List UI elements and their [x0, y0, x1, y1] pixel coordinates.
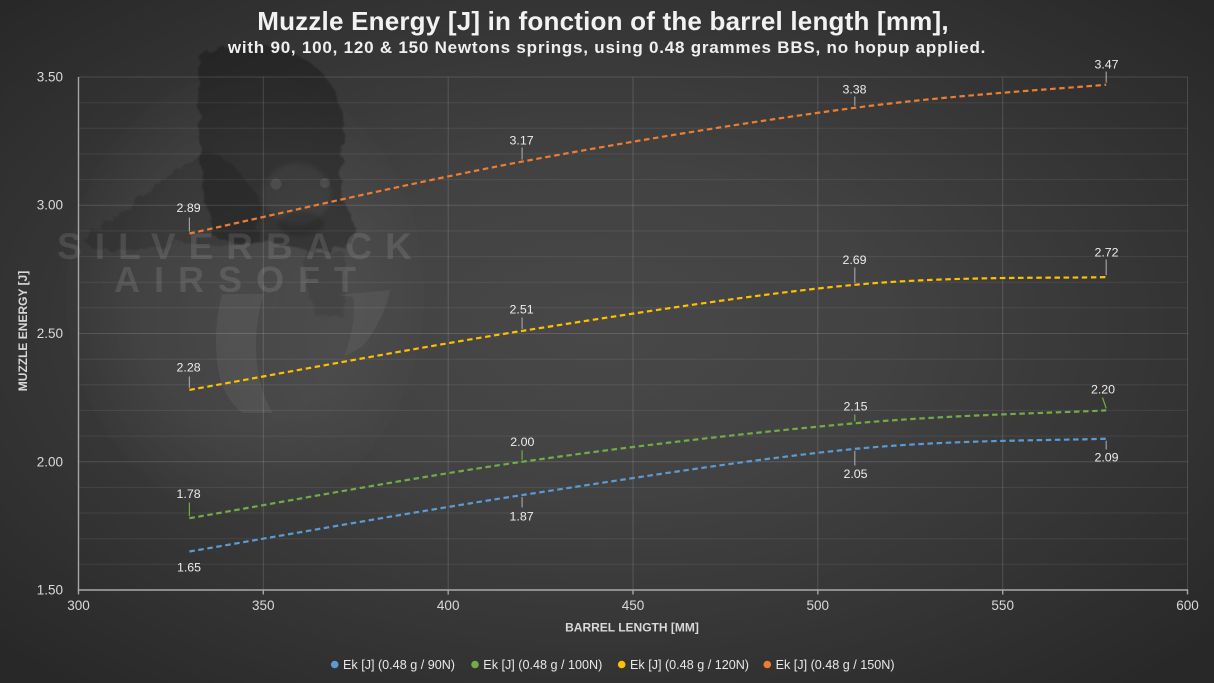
svg-text:400: 400 [437, 598, 460, 613]
svg-text:SILVERBACK: SILVERBACK [57, 226, 425, 267]
svg-text:1.87: 1.87 [510, 510, 534, 524]
svg-text:3.47: 3.47 [1094, 58, 1118, 72]
svg-text:2.00: 2.00 [37, 454, 63, 469]
svg-text:2.15: 2.15 [843, 400, 867, 414]
svg-text:BARREL LENGTH [MM]: BARREL LENGTH [MM] [565, 621, 699, 635]
svg-text:350: 350 [252, 598, 275, 613]
svg-text:AIRSOFT: AIRSOFT [114, 259, 370, 300]
svg-text:2.51: 2.51 [510, 303, 534, 317]
svg-text:2.05: 2.05 [843, 467, 867, 481]
svg-text:1.65: 1.65 [177, 561, 201, 575]
svg-text:450: 450 [622, 598, 645, 613]
svg-text:2.69: 2.69 [842, 253, 866, 267]
svg-text:Ek [J] (0.48 g / 120N): Ek [J] (0.48 g / 120N) [630, 658, 749, 672]
svg-text:3.17: 3.17 [510, 134, 534, 148]
svg-text:MUZZLE ENERGY [J]: MUZZLE ENERGY [J] [16, 271, 30, 391]
svg-text:Ek [J] (0.48 g / 150N): Ek [J] (0.48 g / 150N) [776, 658, 895, 672]
svg-text:3.00: 3.00 [37, 198, 63, 213]
svg-text:550: 550 [991, 598, 1014, 613]
svg-text:2.20: 2.20 [1091, 383, 1115, 397]
svg-text:2.89: 2.89 [177, 201, 201, 215]
svg-text:2.00: 2.00 [510, 435, 534, 449]
svg-text:300: 300 [67, 598, 90, 613]
svg-text:600: 600 [1176, 598, 1199, 613]
svg-text:Ek [J] (0.48 g / 100N): Ek [J] (0.48 g / 100N) [483, 658, 602, 672]
svg-text:2.28: 2.28 [177, 361, 201, 375]
svg-text:3.38: 3.38 [842, 83, 866, 97]
svg-text:500: 500 [807, 598, 830, 613]
svg-text:1.78: 1.78 [177, 487, 201, 501]
svg-text:2.72: 2.72 [1094, 246, 1118, 260]
svg-text:2.09: 2.09 [1094, 451, 1118, 465]
svg-text:2.50: 2.50 [37, 326, 63, 341]
svg-text:Ek [J] (0.48 g / 90N): Ek [J] (0.48 g / 90N) [343, 658, 455, 672]
svg-text:1.50: 1.50 [37, 583, 63, 598]
svg-text:3.50: 3.50 [37, 70, 63, 85]
